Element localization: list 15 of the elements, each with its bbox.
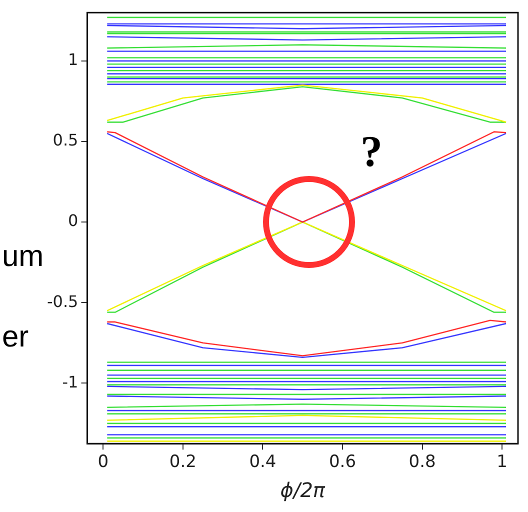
x-tick-label: 0.8	[408, 452, 436, 472]
text: er	[2, 320, 29, 354]
y-tick-label: 0.5	[52, 130, 78, 150]
text: um	[2, 240, 44, 273]
y-tick-label: 1	[68, 50, 78, 70]
annotation: ?	[360, 127, 383, 176]
x-axis-title: ϕ/2π	[280, 478, 326, 502]
x-tick-label: 0	[98, 452, 109, 472]
x-tick-label: 0.2	[169, 452, 196, 472]
x-tick-label: 1	[496, 452, 508, 472]
x-tick-label: 0.6	[328, 452, 356, 472]
y-tick-label: -0.5	[47, 292, 78, 311]
x-tick-label: 0.4	[249, 452, 276, 472]
y-tick-label: -1	[62, 372, 78, 392]
y-tick-label: 0	[68, 211, 78, 230]
